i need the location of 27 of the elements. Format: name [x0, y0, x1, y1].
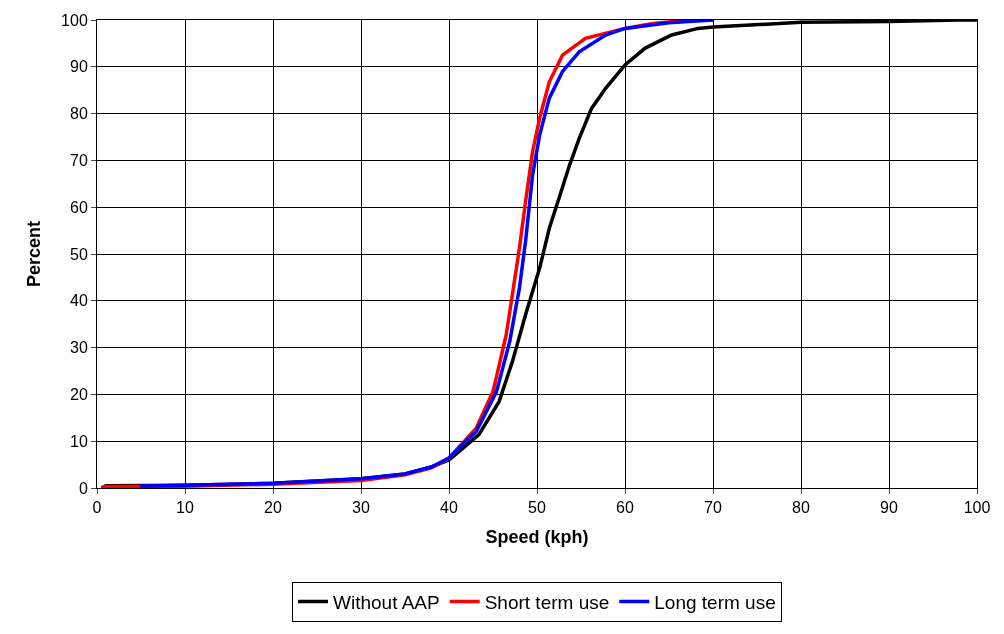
y-tick-label: 80 [70, 105, 88, 123]
y-tick-label: 60 [70, 198, 88, 216]
y-tick-label: 30 [70, 339, 88, 357]
x-tick-label: 20 [264, 499, 282, 517]
legend-label: Long term use [654, 591, 776, 613]
y-tick-label: 40 [70, 292, 88, 310]
x-tick-label: 50 [528, 499, 546, 517]
legend-label: Without AAP [333, 591, 440, 613]
y-tick-label: 20 [70, 386, 88, 403]
x-tick-label: 90 [880, 499, 898, 517]
x-tick-label: 70 [704, 499, 722, 517]
y-axis-title: Percent [24, 220, 45, 288]
x-tick-label: 80 [792, 499, 810, 517]
y-tick-label: 10 [70, 432, 88, 450]
legend-label: Short term use [484, 591, 610, 613]
x-tick-label: 60 [616, 499, 634, 517]
y-tick-label: 0 [78, 479, 88, 497]
x-tick-label: 40 [440, 499, 458, 517]
x-tick-label: 0 [92, 499, 102, 517]
y-tick-label: 70 [70, 152, 88, 169]
x-tick-label: 30 [352, 499, 370, 517]
x-tick-label: 10 [176, 499, 194, 517]
x-axis-title: Speed (kph) [485, 527, 589, 548]
y-tick-label: 90 [70, 58, 88, 76]
x-tick-label: 100 [963, 499, 991, 517]
y-tick-label: 50 [70, 245, 88, 263]
y-tick-label: 100 [61, 11, 88, 29]
